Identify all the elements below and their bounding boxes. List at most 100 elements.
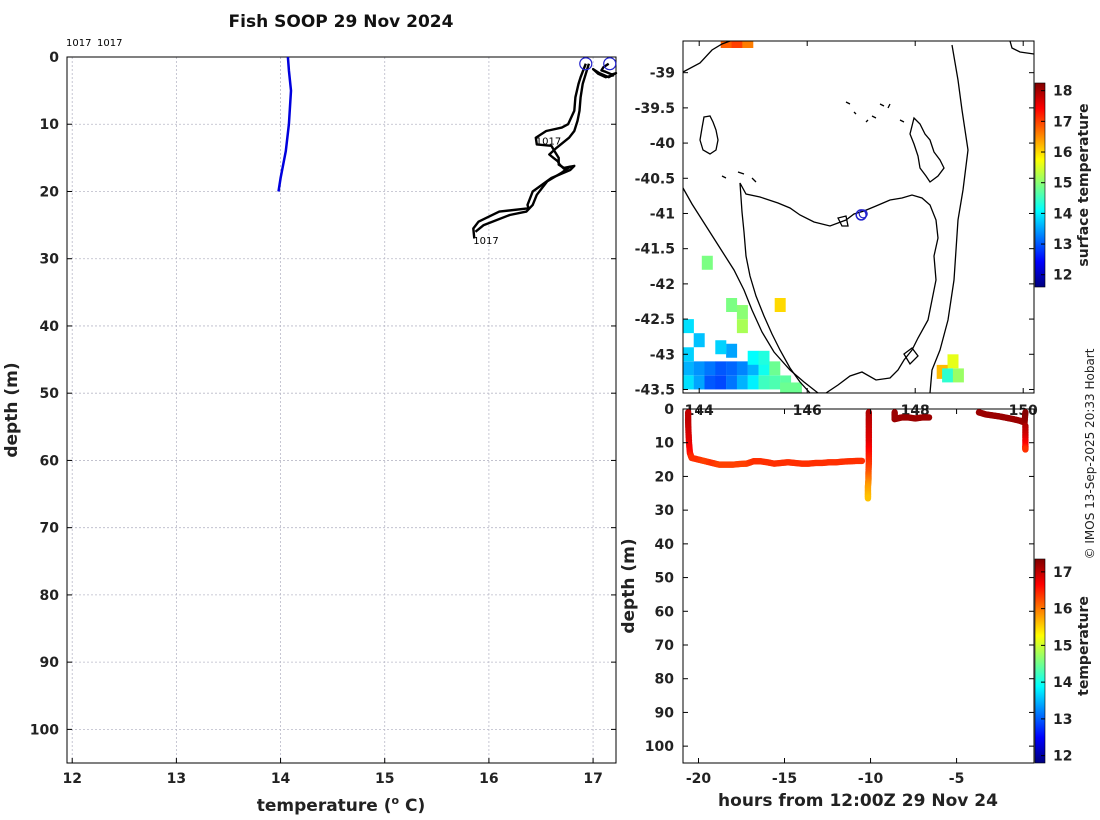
sst-cell	[704, 361, 716, 376]
section-colorbar-tick-label: 15	[1053, 638, 1072, 654]
sst-cell	[726, 298, 738, 312]
profile-ytick-label: 10	[40, 117, 60, 133]
sst-cell	[747, 375, 759, 390]
section-ticks: -20 -15 -10 -5 0 10 20 30 40 50 60 70 80 90 100	[645, 402, 1034, 787]
map-colorbar-tick-label: 13	[1053, 237, 1072, 253]
sst-cell	[947, 354, 959, 369]
profile-start-marker	[603, 57, 617, 71]
sst-cell	[683, 319, 694, 334]
section-colorbar	[1034, 558, 1046, 764]
sst-cell	[758, 361, 770, 376]
sst-cell	[736, 361, 748, 376]
profile-annotation: 1017	[536, 136, 561, 147]
section-panel: -20 -15 -10 -5 0 10 20 30 40 50 60 70 80 90 100 hours …	[619, 402, 1092, 811]
sst-cell	[683, 375, 694, 390]
section-ytick-label: 50	[655, 571, 675, 587]
profile-ytick-label: 80	[40, 588, 60, 604]
sst-cell	[952, 368, 964, 383]
section-ytick-label: 60	[655, 604, 675, 620]
profile-line-group	[277, 56, 293, 192]
section-colorbar-tick-label: 13	[1053, 712, 1072, 728]
profile-xtick-label: 12	[62, 771, 81, 787]
sst-cell	[758, 350, 770, 365]
section-colorbar-ticks: 12 13 14 15 16 17	[1041, 565, 1073, 765]
profile-track-c	[591, 62, 618, 79]
section-ytick-label: 70	[655, 638, 675, 654]
profile-series-line	[277, 56, 293, 192]
section-xtick-label: -5	[949, 771, 965, 787]
profile-xtick-label: 15	[375, 771, 394, 787]
map-colorbar-tick-label: 15	[1053, 176, 1072, 192]
profile-axes-box	[66, 56, 617, 764]
section-colorbar-tick-label: 17	[1053, 565, 1072, 581]
profile-start-marker	[579, 57, 593, 71]
map-ytick-label: -42	[650, 277, 675, 293]
section-colorbar-tick-label: 16	[1053, 602, 1072, 618]
sst-cell	[731, 41, 743, 48]
map-ytick-label: -43	[650, 347, 675, 363]
degree-superscript: o	[392, 794, 400, 807]
bass-strait-islands	[721, 101, 919, 366]
map-colorbar-tick-label: 14	[1053, 206, 1073, 222]
shelf-contour-east	[929, 44, 969, 393]
top-label-2: 1017	[97, 38, 122, 49]
sst-cell	[747, 361, 759, 376]
sst-cell	[683, 347, 694, 362]
section-ytick-label: 0	[664, 402, 674, 418]
map-colorbar-tick-label: 17	[1053, 114, 1072, 130]
sst-cell	[769, 375, 781, 390]
map-ytick-label: -39.5	[635, 101, 675, 117]
profile-annotations: 1017 1017	[473, 136, 561, 247]
section-xtick-label: -15	[772, 771, 797, 787]
sst-cell	[790, 382, 802, 393]
sst-cell	[774, 298, 786, 312]
section-ytick-label: 80	[655, 672, 675, 688]
sst-cell	[683, 361, 694, 376]
profile-tracks	[472, 62, 618, 239]
sst-cell	[942, 368, 954, 383]
sst-cell	[701, 255, 713, 270]
sst-cell	[726, 375, 738, 390]
profile-track-b	[474, 63, 591, 233]
section-points	[684, 409, 1029, 502]
map-colorbar-label: surface temperature	[1076, 103, 1092, 266]
map-ytick-label: -41.5	[635, 242, 675, 258]
sst-cell	[736, 319, 748, 334]
chart-title: Fish SOOP 29 Nov 2024	[229, 12, 454, 32]
section-ytick-label: 40	[655, 537, 675, 553]
section-colorbar-tick-label: 14	[1053, 675, 1073, 691]
sst-cell	[704, 375, 716, 390]
credit-text: © IMOS 13-Sep-2025 20:33 Hobart	[1083, 348, 1097, 559]
section-point	[925, 414, 933, 421]
map-colorbar-tick-label: 18	[1053, 84, 1072, 100]
map-ytick-label: -42.5	[635, 312, 675, 328]
map-xtick-label: 144	[685, 403, 714, 419]
map-ytick-label: -39	[650, 66, 675, 82]
coast-victoria	[683, 41, 731, 73]
profile-ytick-label: 60	[40, 453, 60, 469]
section-ytick-label: 100	[645, 739, 674, 755]
section-colorbar-label: temperature	[1076, 596, 1092, 696]
map-colorbar-tick-label: 16	[1053, 145, 1072, 161]
section-axes-box	[682, 408, 1035, 764]
sst-cell	[736, 305, 748, 320]
profile-xtick-label: 16	[479, 771, 498, 787]
sst-cell	[780, 382, 792, 393]
coast-victoria-east	[1009, 41, 1034, 55]
tasmania	[739, 182, 939, 393]
section-point	[1022, 446, 1029, 453]
profile-ticks: 12 13 14 15 16 17 0 10 20 30 40 50 60 70 80 90 100	[30, 50, 616, 787]
map-colorbar-ticks: 12 13 14 15 16 17 18	[1041, 84, 1073, 284]
profile-ytick-label: 0	[49, 50, 59, 66]
sst-cell	[726, 361, 738, 376]
sst-cell	[780, 375, 792, 390]
profile-xtick-label: 14	[271, 771, 291, 787]
top-label-1: 1017	[66, 38, 91, 49]
sst-cell	[693, 333, 705, 348]
sst-cell	[715, 375, 727, 390]
map-axes-box	[682, 40, 1035, 394]
profile-xtick-label: 17	[583, 771, 602, 787]
profile-ylabel: depth (m)	[2, 362, 22, 457]
section-ytick-label: 20	[655, 469, 675, 485]
